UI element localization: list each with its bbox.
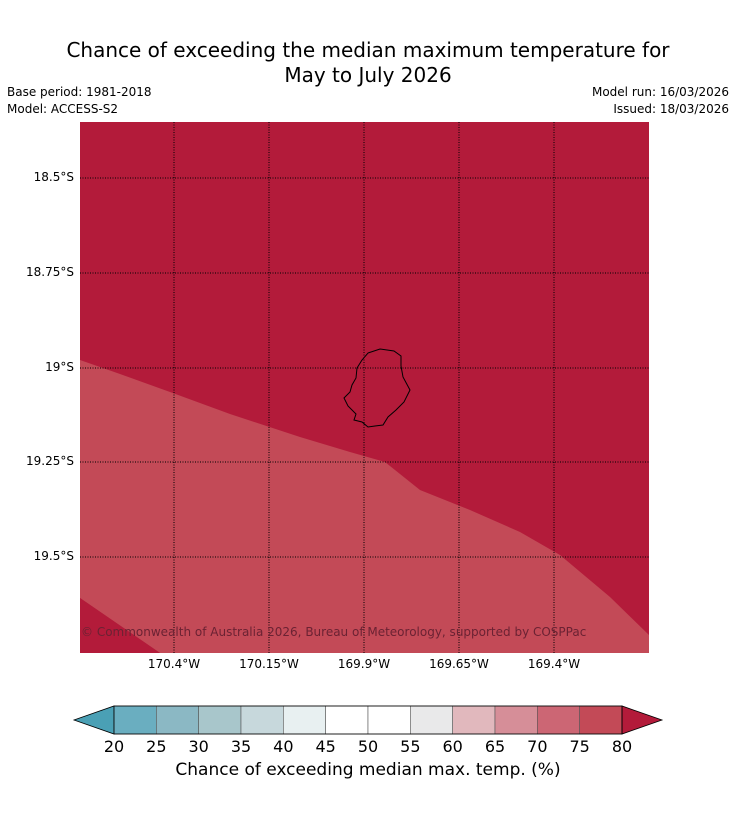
- colorbar-segment: [367, 705, 411, 735]
- colorbar-extend-low: [72, 705, 115, 735]
- meta-right: Model run: 16/03/2026 Issued: 18/03/2026: [592, 84, 729, 118]
- colorbar-tick-label: 70: [527, 737, 548, 756]
- colorbar-tick-label: 80: [611, 737, 633, 756]
- lon-label: 169.4°W: [527, 657, 581, 671]
- lat-label: 18.5°S: [33, 170, 74, 184]
- colorbar-segment: [240, 705, 284, 735]
- colorbar-tick-label: 50: [357, 737, 379, 756]
- lon-label: 169.9°W: [337, 657, 391, 671]
- zone-above-80-corner: [80, 598, 160, 653]
- meta-left: Base period: 1981-2018 Model: ACCESS-S2: [7, 84, 152, 118]
- colorbar-segment: [113, 705, 157, 735]
- colorbar-segment: [283, 705, 326, 735]
- colorbar-tick-label: 45: [315, 737, 336, 756]
- lat-label: 19°S: [45, 360, 74, 374]
- colorbar-extend-high: [621, 705, 664, 735]
- colorbar-tick-label: 35: [230, 737, 252, 756]
- title-line-2: May to July 2026: [284, 63, 452, 87]
- colorbar-outline: [113, 705, 623, 735]
- model-run-text: Model run: 16/03/2026: [591, 85, 729, 99]
- colorbar-tick-label: 65: [484, 737, 506, 756]
- chart-title: Chance of exceeding the median maximum t…: [0, 38, 736, 88]
- colorbar-label: Chance of exceeding median max. temp. (%…: [175, 760, 561, 780]
- colorbar-tick-label: 20: [103, 737, 125, 756]
- model-text: Model: ACCESS-S2: [7, 102, 119, 116]
- colorbar-segment: [452, 705, 496, 735]
- lon-label: 170.15°W: [239, 657, 299, 671]
- colorbar-segment: [537, 705, 580, 735]
- colorbar-segment: [410, 705, 453, 735]
- colorbar-segment: [579, 705, 623, 735]
- lat-label: 19.25°S: [26, 454, 74, 468]
- lon-label: 170.4°W: [147, 657, 201, 671]
- lon-label: 169.65°W: [429, 657, 489, 671]
- colorbar-tick-label: 30: [188, 737, 209, 756]
- colorbar-segment: [156, 705, 199, 735]
- colorbar-tick-label: 25: [146, 737, 167, 756]
- colorbar-segment: [325, 705, 369, 735]
- base-period-text: Base period: 1981-2018: [7, 85, 152, 99]
- colorbar-tick-label: 55: [400, 737, 421, 756]
- island-coastline: [343, 348, 411, 428]
- colorbar-tick-label: 40: [273, 737, 294, 756]
- colorbar-segment: [198, 705, 242, 735]
- lat-label: 19.5°S: [33, 549, 74, 563]
- lat-label: 18.75°S: [26, 265, 74, 279]
- zone-75-80: [80, 360, 649, 653]
- copyright-notice: © Commonwealth of Australia 2026, Bureau…: [81, 625, 587, 639]
- title-line-1: Chance of exceeding the median maximum t…: [66, 38, 670, 62]
- colorbar-tick-label: 60: [442, 737, 463, 756]
- issued-text: Issued: 18/03/2026: [613, 102, 729, 116]
- gridlines: [80, 122, 649, 653]
- colorbar-tick-label: 75: [569, 737, 590, 756]
- colorbar-segment: [494, 705, 538, 735]
